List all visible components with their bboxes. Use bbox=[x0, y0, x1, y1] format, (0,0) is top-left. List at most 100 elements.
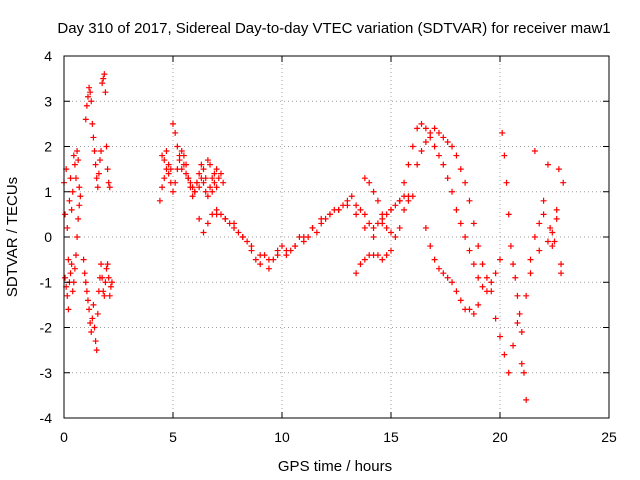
data-point bbox=[440, 161, 447, 168]
data-point bbox=[501, 351, 508, 358]
data-point bbox=[72, 175, 79, 182]
data-point bbox=[93, 347, 100, 354]
data-point bbox=[104, 166, 111, 173]
data-point bbox=[204, 193, 211, 200]
data-point bbox=[106, 184, 113, 191]
data-point bbox=[366, 220, 373, 227]
data-point bbox=[514, 319, 521, 326]
data-point bbox=[82, 279, 89, 286]
data-point bbox=[180, 152, 187, 159]
data-point bbox=[183, 161, 190, 168]
data-point bbox=[69, 288, 76, 295]
data-point bbox=[479, 283, 486, 290]
data-point bbox=[98, 261, 105, 268]
data-point bbox=[172, 179, 179, 186]
data-point bbox=[326, 211, 333, 218]
data-point bbox=[265, 265, 272, 272]
data-point bbox=[531, 148, 538, 155]
axis-ticks bbox=[63, 55, 610, 419]
data-point bbox=[453, 206, 460, 213]
data-point bbox=[488, 279, 495, 286]
data-point bbox=[72, 252, 79, 259]
data-point bbox=[520, 369, 527, 376]
data-point bbox=[213, 166, 220, 173]
data-point bbox=[335, 206, 342, 213]
data-point bbox=[405, 161, 412, 168]
data-point bbox=[379, 220, 386, 227]
data-point bbox=[453, 288, 460, 295]
data-point bbox=[204, 220, 211, 227]
data-point bbox=[475, 243, 482, 250]
data-point bbox=[200, 229, 207, 236]
data-point bbox=[102, 89, 109, 96]
data-point bbox=[505, 369, 512, 376]
x-tick-label: 0 bbox=[60, 429, 68, 445]
data-point bbox=[353, 202, 360, 209]
data-point bbox=[353, 270, 360, 277]
y-tick-label: 2 bbox=[44, 139, 52, 155]
data-point bbox=[213, 184, 220, 191]
data-point bbox=[213, 211, 220, 218]
data-point bbox=[457, 220, 464, 227]
data-point bbox=[198, 175, 205, 182]
data-point bbox=[91, 324, 98, 331]
data-point bbox=[89, 315, 96, 322]
data-point bbox=[83, 288, 90, 295]
data-point bbox=[462, 179, 469, 186]
data-point bbox=[512, 274, 519, 281]
data-point bbox=[172, 129, 179, 136]
x-tick-label: 20 bbox=[492, 429, 508, 445]
data-point bbox=[170, 188, 176, 195]
data-point bbox=[292, 243, 299, 250]
data-point bbox=[159, 152, 166, 159]
data-point bbox=[527, 256, 534, 263]
data-point bbox=[257, 252, 264, 259]
y-tick-label: -4 bbox=[40, 410, 53, 426]
y-axis-title: SDTVAR / TECUs bbox=[4, 177, 21, 297]
data-point bbox=[414, 161, 421, 168]
data-point bbox=[105, 179, 112, 186]
data-point bbox=[309, 224, 316, 231]
data-point bbox=[479, 261, 486, 268]
data-point bbox=[207, 184, 214, 191]
data-point bbox=[244, 238, 251, 245]
data-point bbox=[196, 215, 203, 222]
data-point bbox=[488, 288, 495, 295]
data-point bbox=[193, 179, 200, 186]
y-tick-label: -1 bbox=[40, 274, 53, 290]
data-point bbox=[107, 283, 114, 290]
data-point bbox=[555, 166, 562, 173]
data-point bbox=[222, 215, 229, 222]
y-tick-label: 4 bbox=[44, 48, 52, 64]
data-point bbox=[370, 224, 377, 231]
data-point bbox=[523, 292, 530, 299]
data-point bbox=[65, 306, 72, 313]
y-tick-label: 1 bbox=[44, 184, 52, 200]
data-point bbox=[82, 116, 89, 123]
data-point bbox=[501, 152, 508, 159]
x-tick-label: 25 bbox=[601, 429, 617, 445]
data-point bbox=[470, 310, 477, 317]
data-point bbox=[427, 129, 434, 136]
data-point bbox=[401, 206, 408, 213]
data-point bbox=[514, 292, 521, 299]
data-point bbox=[560, 179, 567, 186]
data-point bbox=[84, 297, 91, 304]
data-point bbox=[200, 166, 207, 173]
data-point bbox=[374, 197, 381, 204]
data-point bbox=[198, 161, 205, 168]
data-point bbox=[497, 333, 503, 340]
data-point bbox=[523, 396, 530, 403]
chart-title: Day 310 of 2017, Sidereal Day-to-day VTE… bbox=[57, 20, 610, 37]
data-point bbox=[101, 71, 108, 78]
data-point bbox=[361, 175, 368, 182]
data-point bbox=[185, 175, 192, 182]
data-point bbox=[86, 306, 93, 313]
y-tick-label: 3 bbox=[44, 93, 52, 109]
data-point bbox=[65, 256, 72, 263]
data-point bbox=[361, 256, 368, 263]
x-tick-label: 5 bbox=[169, 429, 177, 445]
data-point bbox=[379, 256, 386, 263]
data-point bbox=[94, 184, 101, 191]
